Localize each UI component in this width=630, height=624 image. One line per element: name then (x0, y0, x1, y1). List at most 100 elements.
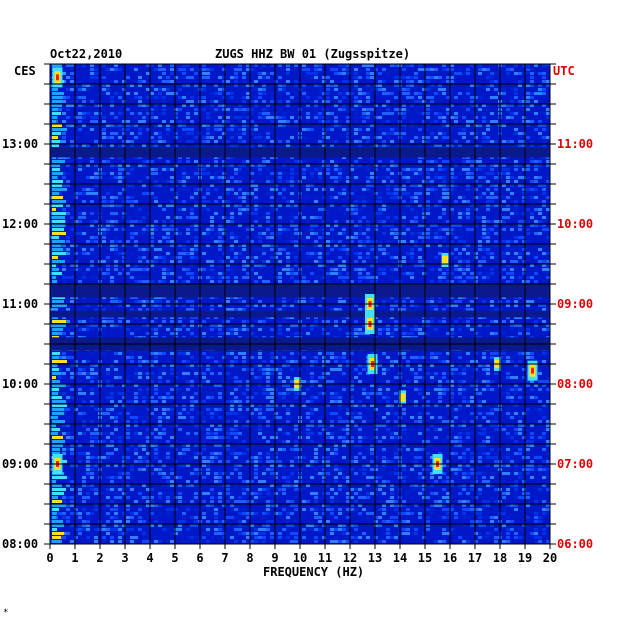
spectrogram-cell (538, 84, 542, 87)
spectrogram-cell (414, 196, 418, 199)
spectrogram-cell (434, 240, 438, 243)
spectrogram-cell (358, 208, 362, 211)
spectrogram-cell (66, 240, 70, 243)
spectrogram-cell (354, 268, 358, 271)
spectrogram-cell (166, 236, 170, 239)
spectrogram-cell (434, 112, 438, 115)
spectrogram-cell (442, 116, 446, 119)
spectrogram-cell (358, 144, 362, 147)
spectrogram-cell (158, 140, 162, 143)
spectrogram-cell (62, 264, 66, 267)
spectrogram-cell (126, 92, 130, 95)
spectrogram-cell (522, 140, 526, 143)
spectrogram-cell (94, 364, 98, 367)
spectrogram-cell (170, 228, 174, 231)
spectrogram-cell (310, 272, 314, 275)
spectrogram-cell (162, 112, 166, 115)
spectrogram-cell (242, 112, 246, 115)
spectrogram-cell (78, 412, 82, 415)
spectrogram-cell (206, 136, 210, 139)
spectrogram-cell (246, 212, 250, 215)
spectrogram-cell (286, 264, 290, 267)
spectrogram-cell (126, 356, 130, 359)
spectrogram-cell (66, 172, 70, 175)
spectrogram-cell (314, 68, 318, 71)
spectrogram-cell (354, 88, 358, 91)
spectrogram-cell (486, 204, 490, 207)
spectrogram-cell (478, 264, 482, 267)
spectrogram-cell (494, 408, 498, 411)
spectrogram-cell (546, 136, 550, 139)
spectrogram-cell (482, 172, 486, 175)
spectrogram-cell (506, 216, 510, 219)
spectrogram-cell (222, 120, 226, 123)
spectrogram-cell (410, 332, 414, 335)
spectrogram-cell (202, 380, 206, 383)
spectrogram-cell (466, 228, 470, 231)
spectrogram-cell (438, 216, 442, 219)
spectrogram-cell (486, 420, 490, 423)
spectrogram-cell (270, 232, 274, 235)
spectrogram-cell (146, 332, 150, 335)
spectrogram-cell (490, 308, 494, 311)
spectrogram-cell (474, 96, 478, 99)
spectrogram-cell (518, 172, 522, 175)
spectrogram-cell (414, 100, 418, 103)
spectrogram-cell (302, 64, 306, 67)
spectrogram-cell (342, 184, 346, 187)
spectrogram-cell (90, 76, 94, 79)
spectrogram-cell (74, 260, 78, 263)
spectrogram-cell (306, 104, 310, 107)
spectrogram-cell (474, 404, 478, 407)
spectrogram-cell (182, 72, 186, 75)
spectrogram-cell (110, 220, 114, 223)
spectrogram-cell (306, 128, 310, 131)
spectrogram-cell (382, 180, 386, 183)
spectrogram-cell (342, 388, 346, 391)
spectrogram-cell (134, 96, 138, 99)
date-label: Oct22,2010 (50, 47, 122, 61)
spectrogram-cell (70, 84, 74, 87)
spectrogram-cell (202, 296, 206, 299)
spectrogram-cell (450, 108, 454, 111)
spectrogram-cell (130, 144, 134, 147)
spectrogram-cell (182, 132, 186, 135)
spectrogram-cell (238, 180, 242, 183)
spectrogram-cell (278, 100, 282, 103)
spectrogram-cell (70, 376, 74, 379)
spectrogram-cell (502, 352, 506, 355)
spectrogram-cell (238, 116, 242, 119)
spectrogram-cell (522, 260, 526, 263)
spectrogram-cell (402, 204, 406, 207)
spectrogram-cell (166, 168, 170, 171)
spectrogram-cell (66, 108, 70, 111)
spectrogram-cell (126, 412, 130, 415)
spectrogram-cell (218, 416, 222, 419)
spectrogram-cell (154, 68, 158, 71)
spectrogram-cell (510, 88, 514, 91)
spectrogram-cell (326, 212, 330, 215)
spectrogram-cell (358, 240, 362, 243)
spectrogram-cell (530, 84, 534, 87)
spectrogram-cell (394, 268, 398, 271)
spectrogram-cell (486, 180, 490, 183)
spectrogram-cell (526, 356, 530, 359)
spectrogram-cell (246, 380, 250, 383)
spectrogram-cell (354, 412, 358, 415)
spectrogram-cell (218, 408, 222, 411)
spectrogram-cell (454, 408, 458, 411)
spectrogram-cell (474, 296, 478, 299)
spectrogram-cell (514, 112, 518, 115)
spectrogram-cell (486, 124, 490, 127)
spectrogram-cell (78, 64, 82, 67)
spectrogram-cell (70, 356, 74, 359)
spectrogram-cell (366, 244, 370, 247)
spectrogram-cell (310, 408, 314, 411)
spectrogram-cell (94, 376, 98, 379)
spectrogram-cell (262, 416, 266, 419)
spectrogram-cell (158, 124, 162, 127)
spectrogram-cell (306, 316, 310, 319)
spectrogram-cell (502, 64, 506, 67)
spectrogram-cell (390, 112, 394, 115)
spectrogram-cell (342, 372, 346, 375)
